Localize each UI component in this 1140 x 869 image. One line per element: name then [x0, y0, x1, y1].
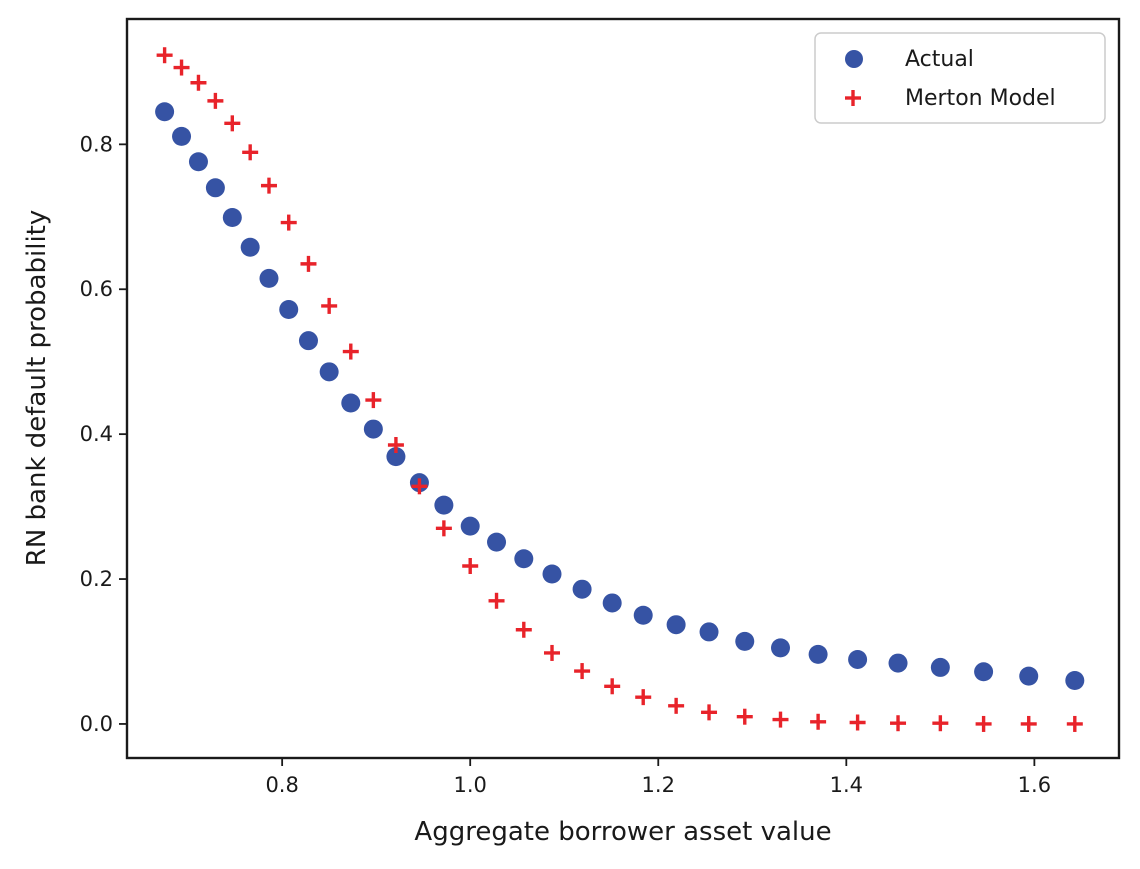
x-tick-label: 1.4: [830, 773, 863, 797]
actual-point: [888, 653, 908, 673]
actual-point: [460, 516, 480, 536]
y-tick-label: 0.6: [80, 277, 113, 301]
actual-point: [930, 657, 950, 677]
actual-point: [808, 644, 828, 664]
actual-point: [279, 300, 299, 320]
actual-point: [1019, 666, 1039, 686]
actual-point: [363, 419, 383, 439]
merton-model-point: [435, 520, 452, 537]
merton-model-point: [387, 437, 404, 454]
merton-model-point: [224, 115, 241, 132]
actual-point: [205, 178, 225, 198]
legend: Actual Merton Model: [814, 32, 1106, 124]
y-tick-label: 0.2: [80, 567, 113, 591]
merton-model-point: [890, 715, 907, 732]
y-axis-ticks: 0.0 0.2 0.4 0.6 0.8: [80, 132, 127, 736]
actual-point: [572, 579, 592, 599]
actual-point: [240, 237, 260, 257]
merton-model-point: [300, 255, 317, 272]
merton-model-point: [515, 621, 532, 638]
data-marks: [155, 47, 1085, 732]
actual-point: [386, 447, 406, 467]
merton-model-point: [260, 177, 277, 194]
x-tick-label: 1.0: [454, 773, 487, 797]
merton-model-point: [411, 478, 428, 495]
actual-point: [172, 126, 192, 146]
merton-model-point: [365, 392, 382, 409]
actual-point: [735, 631, 755, 651]
merton-model-point: [190, 74, 207, 91]
actual-point: [319, 362, 339, 382]
merton-model-point: [668, 697, 685, 714]
actual-point: [514, 549, 534, 569]
legend-label-actual: Actual: [905, 47, 974, 72]
actual-point: [542, 564, 562, 584]
merton-model-point: [462, 558, 479, 575]
merton-model-point: [849, 714, 866, 731]
merton-model-point: [156, 47, 173, 64]
merton-model-point: [1020, 715, 1037, 732]
x-tick-label: 1.2: [642, 773, 675, 797]
actual-point: [666, 615, 686, 635]
actual-point: [259, 268, 279, 288]
legend-marker-actual: [845, 50, 863, 68]
actual-point: [974, 662, 994, 682]
x-tick-label: 1.6: [1018, 773, 1051, 797]
merton-model-point: [173, 59, 190, 76]
actual-point: [487, 532, 507, 552]
merton-model-point: [321, 297, 338, 314]
actual-point: [155, 102, 175, 122]
actual-point: [848, 649, 868, 669]
merton-model-point: [736, 708, 753, 725]
x-tick-label: 0.8: [265, 773, 298, 797]
merton-model-point: [488, 592, 505, 609]
merton-model-point: [604, 678, 621, 695]
actual-point: [222, 208, 242, 228]
x-axis-title: Aggregate borrower asset value: [414, 817, 831, 847]
merton-model-point: [242, 144, 259, 161]
merton-model-point: [772, 711, 789, 728]
legend-label-merton: Merton Model: [905, 86, 1056, 111]
x-axis-ticks: 0.8 1.0 1.2 1.4 1.6: [265, 758, 1051, 797]
merton-model-point: [574, 663, 591, 680]
actual-point: [699, 622, 719, 642]
actual-point: [188, 152, 208, 172]
actual-point: [298, 331, 318, 351]
actual-point: [633, 605, 653, 625]
merton-model-point: [280, 214, 297, 231]
merton-model-point: [544, 644, 561, 661]
legend-marker-merton: [845, 90, 861, 106]
merton-model-point: [932, 715, 949, 732]
y-tick-label: 0.0: [80, 712, 113, 736]
merton-model-point: [1066, 715, 1083, 732]
y-tick-label: 0.4: [80, 422, 113, 446]
merton-model-point: [342, 343, 359, 360]
merton-model-point: [207, 92, 224, 109]
actual-point: [434, 495, 454, 515]
actual-point: [770, 638, 790, 658]
y-axis-title: RN bank default probability: [22, 210, 52, 566]
actual-point: [1065, 670, 1085, 690]
merton-model-point: [635, 689, 652, 706]
legend-box: [814, 32, 1106, 124]
merton-model-point: [701, 704, 718, 721]
plot-frame: [125, 17, 1121, 760]
actual-point: [602, 593, 622, 613]
merton-model-point: [810, 713, 827, 730]
y-tick-label: 0.8: [80, 132, 113, 156]
actual-point: [341, 393, 361, 413]
merton-model-point: [975, 715, 992, 732]
